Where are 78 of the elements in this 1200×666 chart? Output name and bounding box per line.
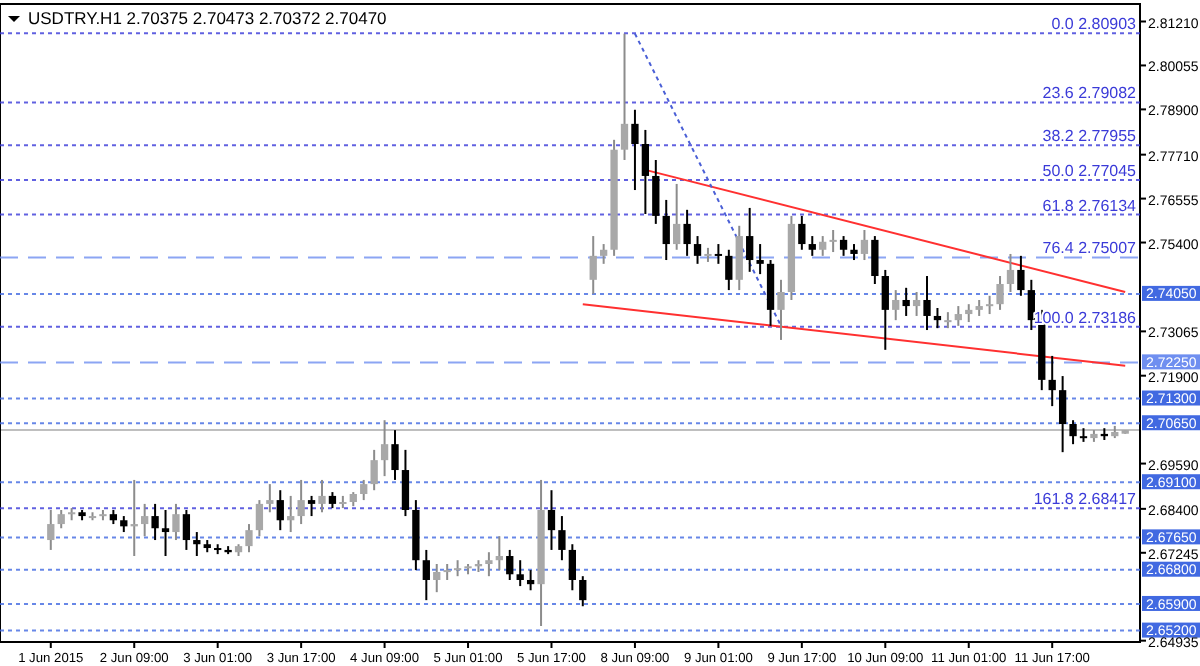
candlestick — [568, 543, 576, 592]
candlestick — [725, 248, 733, 292]
candlestick — [1069, 419, 1077, 446]
candlestick — [631, 108, 639, 192]
candlestick — [839, 235, 848, 257]
candlestick — [693, 235, 702, 265]
chart-title: USDTRY.H1 2.70375 2.70473 2.70372 2.70470 — [28, 8, 388, 28]
candlestick — [662, 198, 670, 262]
candlestick — [746, 206, 754, 273]
candlestick — [401, 448, 410, 518]
candlestick — [318, 478, 326, 514]
candlestick — [370, 448, 378, 492]
candlestick — [485, 551, 493, 578]
candlestick — [673, 182, 681, 251]
candlestick — [954, 305, 962, 327]
candlestick — [161, 508, 170, 558]
candlestick — [287, 494, 295, 534]
candlestick — [193, 531, 201, 558]
candlestick — [819, 235, 827, 257]
candlestick — [1048, 354, 1056, 408]
candlestick — [182, 508, 191, 551]
candlestick — [380, 419, 389, 478]
candlestick — [777, 278, 785, 341]
candlestick — [57, 508, 65, 530]
candlestick — [798, 214, 806, 251]
candlestick — [600, 243, 608, 265]
candlestick — [714, 243, 723, 265]
annotation: 61.8 2.76134 — [1042, 196, 1138, 215]
candlestick — [683, 208, 691, 257]
candlestick — [558, 515, 566, 562]
annotation: 0.0 2.80903 — [1051, 15, 1138, 34]
candlestick — [433, 563, 441, 594]
candlestick — [360, 478, 368, 502]
candlestick — [923, 275, 931, 332]
candlestick — [912, 290, 921, 317]
candlestick — [255, 499, 264, 538]
candlestick — [641, 128, 650, 215]
candlestick — [1058, 375, 1067, 454]
candlestick — [808, 235, 816, 257]
candlestick — [297, 478, 305, 526]
candlestick — [1006, 252, 1015, 293]
candlestick — [526, 569, 535, 592]
candlestick — [933, 306, 942, 330]
candlestick — [141, 502, 149, 538]
candlestick — [589, 235, 597, 295]
candlestick — [391, 429, 399, 481]
candlestick — [307, 494, 316, 518]
candlestick — [172, 502, 180, 542]
candlestick — [579, 575, 587, 608]
candlestick — [422, 548, 430, 602]
candlestick — [620, 32, 629, 161]
candlestick — [652, 158, 660, 225]
candlestick — [892, 289, 900, 322]
candlestick — [47, 508, 55, 551]
candlestick — [766, 259, 775, 327]
candlestick — [996, 275, 1004, 311]
annotation: 38.2 2.77955 — [1042, 127, 1138, 146]
candlestick — [881, 268, 889, 351]
candlestick — [756, 243, 764, 276]
candlestick — [860, 228, 869, 262]
candlestick — [735, 224, 743, 292]
annotation: 50.0 2.77045 — [1042, 161, 1138, 180]
annotation: 23.6 2.79082 — [1042, 84, 1138, 103]
candlestick — [902, 286, 910, 317]
annotation: 76.4 2.75007 — [1042, 239, 1138, 258]
candlestick — [829, 228, 837, 254]
candlestick — [245, 523, 253, 554]
candlestick — [985, 294, 994, 316]
candlestick — [495, 535, 503, 572]
candlestick — [516, 559, 524, 588]
candlestick — [151, 502, 159, 542]
candlestick — [506, 548, 514, 581]
candlestick — [276, 489, 284, 532]
candlestick — [1017, 254, 1025, 297]
candlestick — [871, 235, 879, 285]
candlestick — [547, 489, 556, 551]
annotation: 161.8 2.68417 — [1033, 490, 1138, 509]
candlestick — [266, 483, 274, 514]
